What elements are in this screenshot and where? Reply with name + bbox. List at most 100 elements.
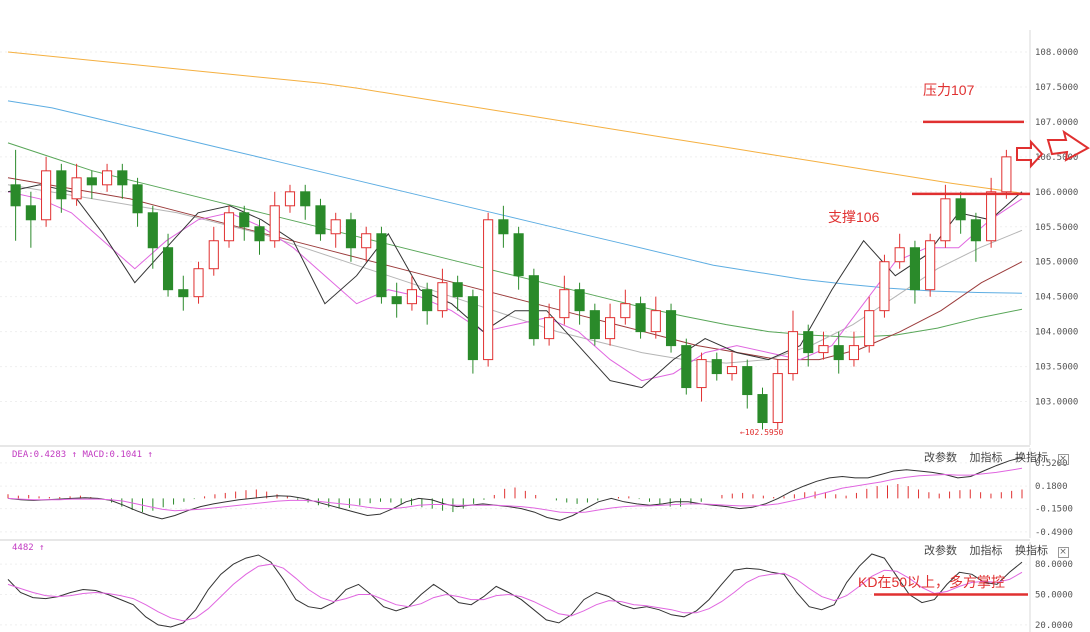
right-arrow-icon [1046, 129, 1090, 162]
candle-body [361, 233, 372, 249]
candle-body [422, 289, 433, 312]
main-y-axis: 108.0000 107.5000 107.0000 106.5000 106.0000… [1035, 48, 1078, 408]
kd-switch-indicator-button[interactable]: 换指标 [1015, 544, 1048, 557]
candle-body [284, 191, 296, 207]
candle-body [86, 177, 97, 186]
candle-body [102, 170, 113, 186]
candle-body [955, 198, 966, 221]
macd-tick-label: 0.5200 [1035, 459, 1068, 469]
candle-body [620, 303, 631, 319]
candle-body [559, 289, 570, 319]
macd-y-axis: 0.5200 0.1800 -0.1500 -0.4900 [1035, 459, 1073, 538]
candle-body [178, 289, 189, 298]
candle-body [498, 219, 509, 235]
macd-edit-params-button[interactable]: 改参数 [924, 451, 957, 464]
candle-body [147, 212, 158, 249]
candle-body [528, 275, 539, 340]
macd-panel: 0.5200 0.1800 -0.1500 -0.4900 [0, 448, 1073, 538]
right-arrow-icon [1016, 139, 1044, 169]
resistance-annotation: 压力107 [923, 82, 975, 98]
main-tick-label: 108.0000 [1035, 48, 1078, 58]
candle-body [544, 317, 555, 340]
macd-tick-label: 0.1800 [1035, 482, 1068, 492]
main-tick-label: 103.0000 [1035, 398, 1078, 408]
candle-body [467, 296, 478, 361]
macd-tick-label: -0.1500 [1035, 505, 1073, 515]
kd-panel: 80.0000 50.0000 20.0000 [0, 542, 1073, 632]
kd-y-axis: 80.0000 50.0000 20.0000 [1035, 560, 1073, 631]
macd-histogram [7, 484, 1023, 513]
macd-close-icon[interactable]: × [1057, 454, 1069, 465]
macd-lines [7, 456, 1023, 521]
candle-body [1001, 156, 1012, 193]
candle-body [162, 247, 174, 291]
candle-body [208, 240, 219, 270]
candle-body [696, 359, 707, 389]
main-tick-label: 104.5000 [1035, 293, 1078, 303]
candle-body [894, 247, 905, 263]
candle-body [833, 345, 844, 361]
candle-body [665, 310, 677, 347]
main-tick-label: 105.5000 [1035, 223, 1078, 233]
ma-line-black [7, 184, 1023, 389]
kd-d-line [7, 563, 1023, 622]
candle-body [269, 205, 280, 242]
candle-body [986, 191, 997, 242]
kd-close-icon[interactable]: × [1057, 547, 1069, 558]
candle-body [879, 261, 890, 312]
candle-body [925, 240, 936, 291]
candle-body [254, 226, 265, 242]
main-tick-label: 103.5000 [1035, 363, 1078, 373]
candle-body [71, 177, 82, 200]
candle-body [376, 233, 387, 298]
candle-body [239, 212, 250, 228]
candle-body [757, 394, 768, 424]
kd-controls: 改参数 加指标 换指标 × [915, 542, 1069, 558]
kd-tick-label: 20.0000 [1035, 621, 1073, 631]
ma-line-gray [7, 184, 1023, 364]
candle-body [25, 205, 36, 221]
candles [10, 149, 1012, 430]
candle-body [300, 191, 311, 207]
moving-average-lines [7, 51, 1023, 389]
low-price-value: 102.5950 [744, 428, 784, 437]
candle-body [848, 345, 860, 361]
kd-tick-label: 50.0000 [1035, 591, 1073, 601]
candle-body [513, 233, 524, 277]
ma-line-blue [7, 100, 1023, 294]
macd-switch-indicator-button[interactable]: 换指标 [1015, 451, 1048, 464]
candle-body [56, 170, 67, 200]
candle-body [864, 310, 875, 347]
candle-body [605, 317, 616, 340]
candle-body [650, 310, 661, 333]
macd-add-indicator-button[interactable]: 加指标 [969, 451, 1003, 464]
candlestick-panel: 108.0000 107.5000 107.0000 106.5000 106.0000… [0, 30, 1090, 445]
candle-body [574, 289, 585, 312]
candle-body [117, 170, 128, 186]
main-tick-label: 107.0000 [1035, 118, 1078, 128]
level-lines [912, 120, 1030, 196]
macd-dea-line [7, 467, 1023, 514]
support-annotation: 支撑106 [828, 209, 880, 225]
macd-controls: 改参数 加指标 换指标 × [915, 449, 1069, 465]
kd-edit-params-button[interactable]: 改参数 [924, 544, 957, 557]
candle-body [635, 303, 646, 333]
macd-dif-line [7, 456, 1023, 521]
candle-body [772, 373, 783, 424]
candle-body [330, 219, 341, 235]
candle-body [193, 268, 204, 298]
candle-body [742, 366, 753, 396]
macd-tick-label: -0.4900 [1035, 528, 1073, 538]
ma-line-orange [7, 51, 1023, 194]
kd-add-indicator-button[interactable]: 加指标 [969, 544, 1003, 557]
ma-line-magenta [7, 191, 1023, 382]
candle-body [909, 247, 920, 291]
candle-body [223, 212, 235, 242]
candle-body [803, 331, 814, 354]
macd-readout: DEA:0.4283 ↑ MACD:0.1041 ↑ [12, 450, 153, 460]
candle-body [483, 219, 494, 361]
candle-body [10, 184, 21, 207]
candle-body [406, 289, 417, 305]
main-tick-label: 106.0000 [1035, 188, 1078, 198]
